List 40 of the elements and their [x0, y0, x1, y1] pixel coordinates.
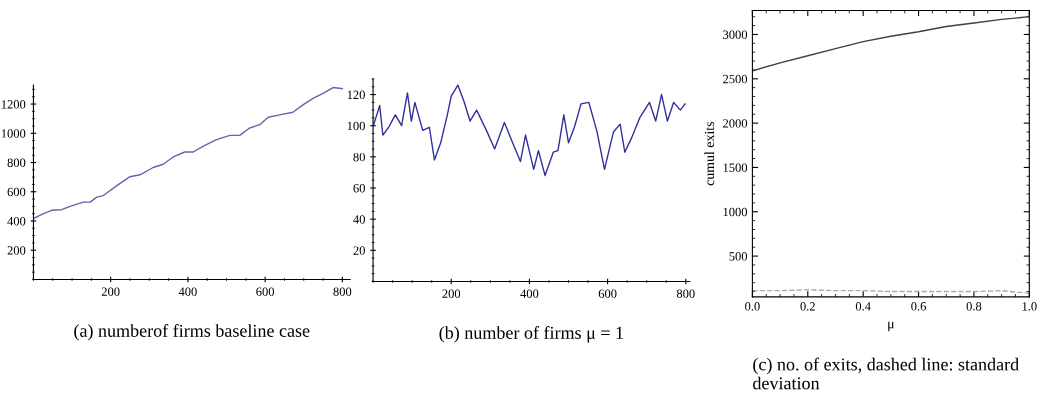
y-tick-label: 800: [7, 158, 26, 167]
x-tick-label: 400: [520, 289, 539, 298]
y-axis-title: cumul exits: [704, 121, 715, 186]
x-tick-label: 200: [442, 289, 461, 298]
x-tick-label: 600: [256, 287, 275, 296]
y-tick-label: 1000: [723, 207, 748, 217]
y-tick-label: 600: [7, 187, 26, 197]
y-tick-label: 500: [729, 252, 748, 261]
y-tick-label: 400: [7, 217, 26, 226]
line-series: [373, 84, 686, 177]
y-tick-label: 80: [353, 152, 365, 162]
x-tick-label: 0.4: [855, 302, 871, 311]
x-tick-label: 600: [598, 289, 617, 298]
text: (b) number of firms μ = 1: [439, 326, 623, 343]
y-tick-label: 40: [353, 215, 365, 224]
text: (a) numberof firms baseline case: [74, 324, 310, 341]
y-tick-label: 1200: [1, 100, 26, 109]
y-tick-label: 120: [347, 90, 365, 100]
x-tick-label: 400: [178, 287, 197, 296]
x-tick-label: 800: [676, 289, 695, 298]
text: (c) no. of exits, dashed line: standard deviation: [753, 357, 1019, 390]
y-tick-label: 1000: [1, 129, 26, 138]
y-tick-label: 2500: [723, 74, 748, 84]
line-series: [752, 16, 1030, 72]
x-tick-label: 0.6: [911, 302, 926, 311]
line-series: [33, 86, 344, 220]
x-tick-label: 0.0: [745, 302, 760, 311]
x-tick-label: 800: [333, 287, 352, 296]
x-tick-label: 1.0: [1022, 302, 1037, 311]
y-tick-label: 1500: [723, 163, 748, 172]
y-tick-label: 2000: [723, 119, 748, 128]
y-tick-label: 60: [353, 184, 365, 193]
x-tick-label: 0.8: [966, 302, 982, 311]
x-tick-label: 0.2: [800, 302, 815, 311]
y-tick-label: 100: [347, 121, 365, 131]
x-axis-title: μ: [888, 321, 895, 332]
y-tick-label: 20: [353, 246, 365, 255]
x-tick-label: 200: [101, 287, 120, 296]
y-tick-label: 200: [7, 246, 26, 255]
y-tick-label: 3000: [723, 30, 748, 39]
